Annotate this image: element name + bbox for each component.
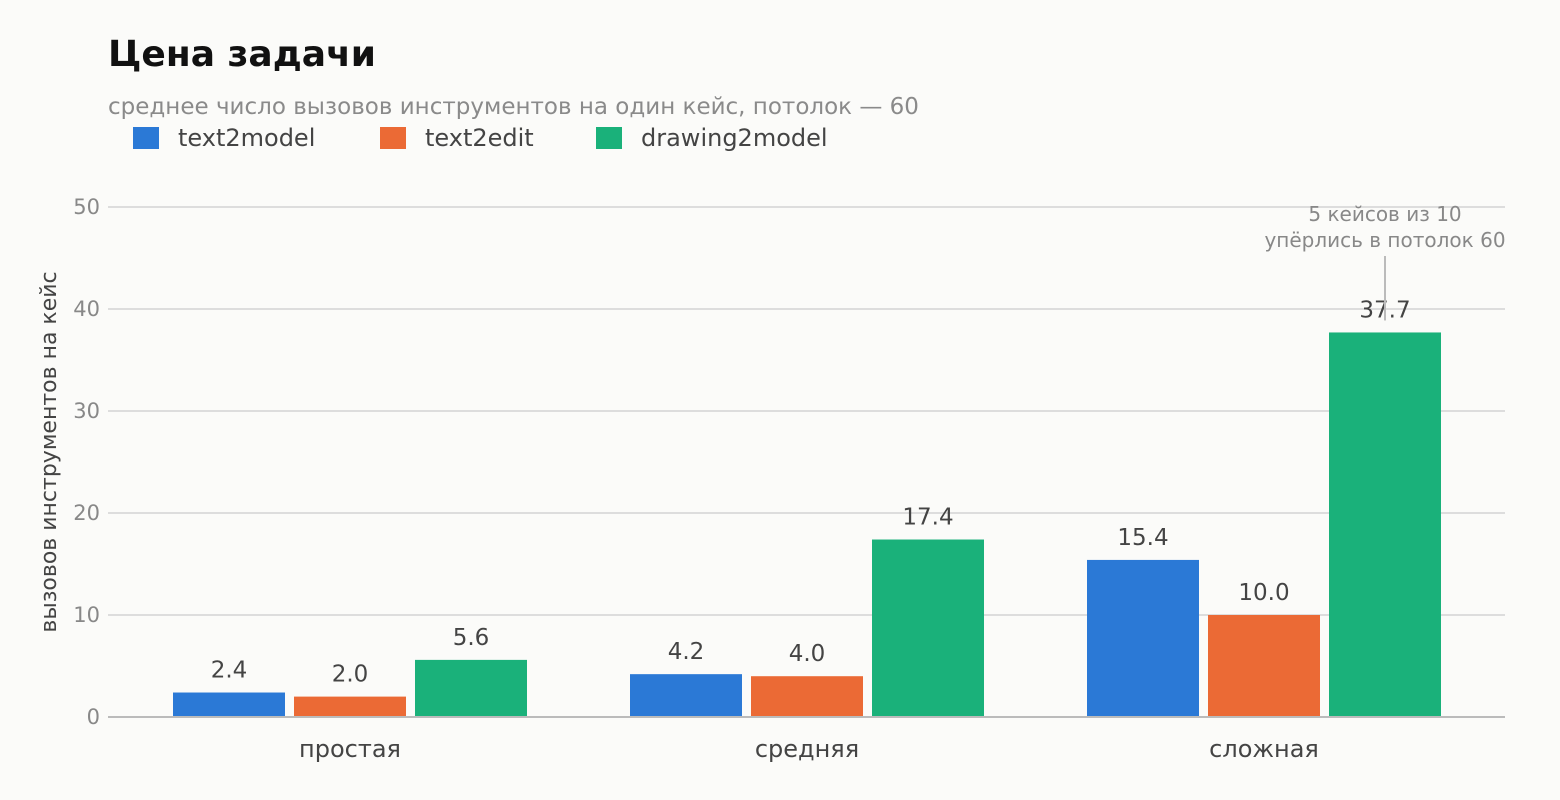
y-tick-label: 0 [87, 705, 100, 729]
value-label-text2edit-0: 2.0 [332, 662, 369, 688]
bar-drawing2model-0 [415, 659, 527, 717]
bar-text2model-1 [630, 674, 742, 717]
bar-drawing2model-1 [872, 539, 984, 717]
annotation-text: 5 кейсов из 10 [1308, 202, 1461, 226]
legend-swatch-drawing2model [596, 127, 622, 149]
legend-swatch-text2model [133, 127, 159, 149]
bar-text2edit-1 [751, 676, 863, 717]
legend-swatch-text2edit [380, 127, 406, 149]
x-axis-ticks: простая средняя сложная [299, 735, 1319, 763]
value-label-drawing2model-0: 5.6 [453, 625, 490, 651]
value-label-text2edit-2: 10.0 [1238, 580, 1289, 606]
y-tick-label: 30 [73, 399, 100, 423]
x-tick-label: сложная [1209, 735, 1319, 763]
bar-text2edit-0 [294, 696, 406, 717]
chart-title: Цена задачи [108, 34, 376, 75]
y-tick-label: 50 [73, 195, 100, 219]
bar-text2model-0 [173, 692, 285, 717]
y-axis-label: вызовов инструментов на кейс [37, 271, 62, 632]
legend: text2model text2edit drawing2model [133, 124, 828, 152]
bars [173, 332, 1441, 717]
annotation-text: упёрлись в потолок 60 [1264, 228, 1505, 252]
x-tick-label: средняя [755, 735, 859, 763]
legend-label-text2edit: text2edit [425, 124, 534, 152]
legend-label-text2model: text2model [178, 124, 315, 152]
value-label-text2model-1: 4.2 [668, 639, 705, 665]
grid-lines [108, 206, 1505, 616]
x-tick-label: простая [299, 735, 401, 763]
y-tick-label: 20 [73, 501, 100, 525]
y-tick-label: 10 [73, 603, 100, 627]
bar-drawing2model-2 [1329, 332, 1441, 717]
value-label-text2model-2: 15.4 [1117, 525, 1168, 551]
bar-text2model-2 [1087, 559, 1199, 717]
y-tick-label: 40 [73, 297, 100, 321]
legend-label-drawing2model: drawing2model [641, 124, 828, 152]
bar-text2edit-2 [1208, 615, 1320, 717]
value-label-text2model-0: 2.4 [211, 658, 248, 684]
value-label-text2edit-1: 4.0 [789, 641, 826, 667]
value-label-drawing2model-1: 17.4 [902, 505, 953, 531]
y-axis-ticks: 0 10 20 30 40 50 [73, 195, 100, 729]
chart-subtitle: среднее число вызовов инструментов на од… [108, 94, 919, 120]
